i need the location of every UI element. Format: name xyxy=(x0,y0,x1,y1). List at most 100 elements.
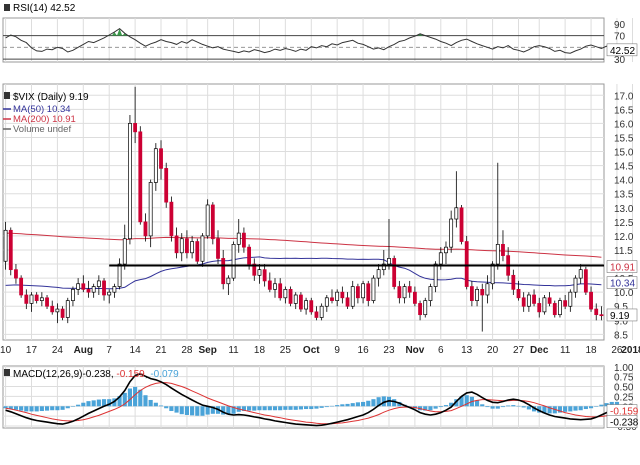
macd-histogram-bar xyxy=(60,406,65,410)
candle-up xyxy=(454,207,459,220)
candle-down xyxy=(159,148,163,169)
price-ytick: 17.0 xyxy=(614,91,634,102)
macd-histogram-bar xyxy=(262,406,267,411)
date-tick: 9 xyxy=(334,345,340,356)
candle-down xyxy=(464,241,469,287)
macd-histogram-bar xyxy=(583,406,588,410)
macd-histogram-bar xyxy=(537,406,542,413)
macd-title-part: , xyxy=(111,369,117,380)
candle-down xyxy=(537,303,542,313)
candle-up xyxy=(319,305,324,318)
candle-down xyxy=(599,314,604,317)
price-ytick: 15.0 xyxy=(614,148,634,159)
candle-up xyxy=(55,308,60,313)
candle-down xyxy=(86,289,91,293)
macd-panel: -0.50-0.250.000.250.500.751.00MACD(12,26… xyxy=(2,363,639,433)
price-ytick: 8.5 xyxy=(614,330,628,341)
macd-histogram-bar xyxy=(314,406,319,409)
macd-histogram-bar xyxy=(164,406,169,409)
candle-down xyxy=(185,238,189,254)
candle-up xyxy=(558,300,562,316)
macd-histogram-bar xyxy=(506,405,511,407)
candle-up xyxy=(495,244,500,265)
candle-down xyxy=(366,283,371,301)
macd-histogram-bar xyxy=(376,397,381,407)
candle-down xyxy=(532,294,536,304)
macd-histogram-bar xyxy=(381,396,386,407)
macd-histogram-bar xyxy=(190,406,195,416)
candle-up xyxy=(236,232,241,245)
macd-histogram-bar xyxy=(91,400,96,407)
candle-down xyxy=(267,280,272,290)
macd-histogram-bar xyxy=(34,406,39,412)
candle-up xyxy=(231,244,236,279)
candle-up xyxy=(402,286,407,299)
macd-histogram-bar xyxy=(371,399,376,407)
macd-histogram-bar xyxy=(205,406,210,415)
macd-histogram-bar xyxy=(454,399,459,407)
macd-histogram-bar xyxy=(563,406,568,412)
candle-down xyxy=(288,289,293,304)
candle-up xyxy=(381,263,386,271)
macd-signal-last-label: -0.159 xyxy=(610,407,639,418)
macd-last-label: -0.238 xyxy=(610,418,639,429)
macd-histogram-bar xyxy=(101,399,107,407)
date-tick: 11 xyxy=(228,345,239,356)
date-tick: 14 xyxy=(130,345,142,356)
price-ytick: 9.0 xyxy=(614,316,628,327)
rsi-panel: RSI(14) 42.523050709042.52 xyxy=(2,3,638,66)
candle-down xyxy=(143,221,148,237)
rsi-last-label-box xyxy=(606,43,638,57)
candle-down xyxy=(138,131,143,223)
candle-down xyxy=(511,274,516,290)
macd-histogram-bar xyxy=(324,406,329,408)
macd-histogram-bar xyxy=(288,406,293,410)
macd-histogram-bar xyxy=(495,406,500,409)
candle-down xyxy=(164,168,169,203)
candle-up xyxy=(304,300,308,310)
candle-down xyxy=(34,294,39,301)
candle-up xyxy=(526,294,531,307)
candle-down xyxy=(247,246,252,265)
macd-histogram-bar xyxy=(107,399,112,407)
candle-down xyxy=(24,294,29,304)
date-tick: Sep xyxy=(198,345,216,356)
candle-up xyxy=(428,286,433,301)
candle-up xyxy=(190,241,195,254)
macd-histogram-bar xyxy=(241,406,246,412)
macd-histogram-bar xyxy=(179,406,184,415)
candle-up xyxy=(91,286,96,293)
ma200-last-label: 10.91 xyxy=(610,263,635,274)
rsi-last-label: 42.52 xyxy=(610,46,635,57)
price-ytick: 10.0 xyxy=(614,288,634,299)
macd-histogram-bar xyxy=(361,401,366,407)
candle-up xyxy=(117,263,122,287)
macd-histogram-bar xyxy=(252,406,257,411)
macd-histogram-bar xyxy=(169,406,174,412)
candle-up xyxy=(122,238,127,265)
macd-histogram-bar xyxy=(76,404,81,407)
price-ytick: 13.5 xyxy=(614,190,634,201)
candle-down xyxy=(262,269,267,282)
candle-down xyxy=(547,297,552,304)
macd-histogram-bar xyxy=(573,406,578,411)
date-tick: 28 xyxy=(181,345,193,356)
macd-histogram-bar xyxy=(44,406,50,411)
legend-entry: Volume undef xyxy=(13,124,71,135)
date-tick: 25 xyxy=(280,345,292,356)
macd-histogram-bar xyxy=(24,406,29,412)
macd-histogram-bar xyxy=(221,406,226,415)
candle-up xyxy=(205,204,210,237)
candle-down xyxy=(60,308,65,318)
candle-down xyxy=(174,235,179,254)
macd-histogram-bar xyxy=(3,406,8,409)
macd-histogram-bar xyxy=(29,406,34,412)
macd-histogram-bar xyxy=(345,403,350,407)
macd-line xyxy=(5,373,633,427)
macd-histogram-bar xyxy=(614,401,620,407)
date-tick: 23 xyxy=(383,345,395,356)
macd-histogram-bar xyxy=(407,406,412,407)
candle-down xyxy=(589,291,593,310)
candle-down xyxy=(418,303,422,316)
